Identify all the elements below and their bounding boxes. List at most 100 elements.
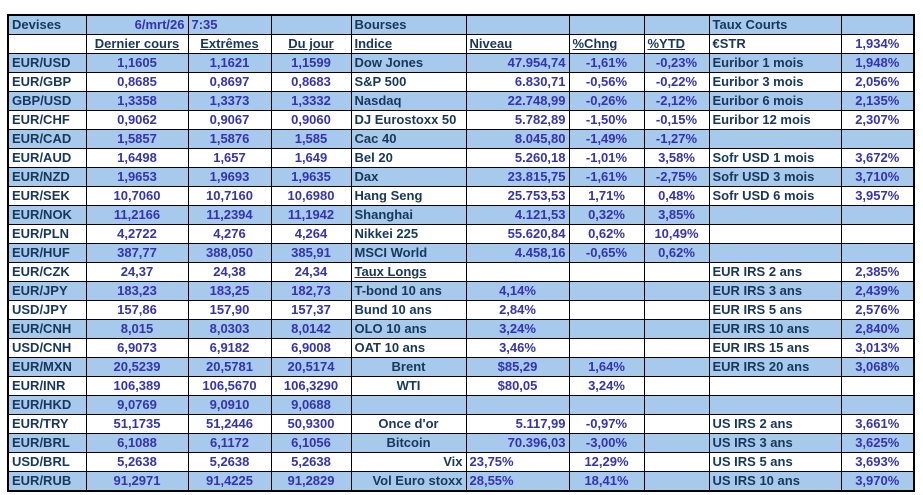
asset-label: Bitcoin (350, 433, 467, 453)
fx-last-cell: 1,6498 (85, 148, 189, 168)
fx-dujour-cell: 1,9635 (270, 167, 352, 187)
asset-value-cell: 28,55% (465, 471, 570, 492)
fx-pair-label: EUR/NOK (7, 205, 87, 225)
table-row: EUR/INR 106,389 106,5670 106,3290 WTI $80,05 3… (7, 376, 915, 396)
fx-extreme-cell: 24,38 (187, 262, 272, 282)
index-label: Dow Jones (350, 53, 467, 73)
index-level-cell: 22.748,99 (465, 91, 570, 111)
rate-value-cell: 2,307% (840, 110, 915, 130)
rate-label: EUR IRS 5 ans (708, 300, 842, 320)
fx-extreme-cell: 11,2394 (187, 205, 272, 225)
fx-dujour-cell: 106,3290 (270, 376, 352, 396)
fx-extreme-cell: 6,1172 (187, 433, 272, 453)
asset-label: Once d'or (350, 414, 467, 434)
empty-cell (840, 205, 915, 225)
table-row: EUR/RUB 91,2971 91,4225 91,2829 Vol Euro sto… (7, 471, 915, 492)
fx-last-cell: 183,23 (85, 281, 189, 301)
index-ytd-cell: 3,58% (643, 148, 710, 168)
rate-value-cell: 3,661% (840, 414, 915, 434)
fx-pair-label: EUR/MXN (7, 357, 87, 377)
rate-label: EUR IRS 20 ans (708, 357, 842, 377)
fx-dujour-cell: 1,649 (270, 148, 352, 168)
table-row: EUR/AUD 1,6498 1,657 1,649 Bel 20 5.260,18 -1,… (7, 148, 915, 168)
fx-pair-label: EUR/HKD (7, 395, 87, 415)
fx-dujour-cell: 4,264 (270, 224, 352, 244)
rate-value-cell: 2,439% (840, 281, 915, 301)
index-chng-cell: -1,61% (568, 53, 645, 73)
fx-extreme-cell: 1,657 (187, 148, 272, 168)
rate-label: Euribor 6 mois (708, 91, 842, 111)
table-row: EUR/CZK 24,37 24,38 24,34 Taux Longs EUR IRS … (7, 262, 915, 282)
column-header-indice: Indice (350, 34, 467, 54)
index-chng-cell: -1,49% (568, 129, 645, 149)
report-date: 6/mrt/26 (85, 14, 189, 35)
fx-dujour-cell: 0,8683 (270, 72, 352, 92)
fx-last-cell: 4,2722 (85, 224, 189, 244)
rate-label: Euribor 3 mois (708, 72, 842, 92)
rate-label: US IRS 5 ans (708, 452, 842, 472)
empty-cell (568, 395, 645, 415)
rate-value-cell: 2,576% (840, 300, 915, 320)
index-label: Nasdaq (350, 91, 467, 111)
asset-chng-cell: 18,41% (568, 471, 645, 492)
bond-yield-cell: 2,84% (465, 300, 570, 320)
fx-last-cell: 51,1735 (85, 414, 189, 434)
table-row: EUR/USD 1,1605 1,1621 1,1599 Dow Jones 47.954… (7, 53, 915, 73)
fx-dujour-cell: 11,1942 (270, 205, 352, 225)
empty-cell (708, 129, 842, 149)
fx-dujour-cell: 91,2829 (270, 471, 352, 492)
empty-cell (708, 243, 842, 263)
index-level-cell: 25.753,53 (465, 186, 570, 206)
index-level-cell: 23.815,75 (465, 167, 570, 187)
fx-last-cell: 1,5857 (85, 129, 189, 149)
table-row: USD/BRL 5,2638 5,2638 5,2638 Vix 23,75% 12,29%… (7, 452, 915, 472)
fx-last-cell: 20,5239 (85, 357, 189, 377)
table-row: EUR/BRL 6,1088 6,1172 6,1056 Bitcoin 70.396,0… (7, 433, 915, 453)
index-level-cell: 8.045,80 (465, 129, 570, 149)
bond-yield-cell: 4,14% (465, 281, 570, 301)
fx-extreme-cell: 183,25 (187, 281, 272, 301)
fx-extreme-cell: 6,9182 (187, 338, 272, 358)
index-chng-cell: 0,32% (568, 205, 645, 225)
table-row: EUR/GBP 0,8685 0,8697 0,8683 S&P 500 6.830,71… (7, 72, 915, 92)
commodity-price-cell: $80,05 (465, 376, 570, 396)
table-row: EUR/CNH 8,015 8,0303 8,0142 OLO 10 ans 3,24% E… (7, 319, 915, 339)
index-ytd-cell: -2,75% (643, 167, 710, 187)
fx-dujour-cell: 1,3332 (270, 91, 352, 111)
fx-extreme-cell: 106,5670 (187, 376, 272, 396)
fx-dujour-cell: 0,9060 (270, 110, 352, 130)
rate-value-cell: 3,068% (840, 357, 915, 377)
commodity-label: Brent (350, 357, 467, 377)
empty-cell (643, 262, 710, 282)
commodity-chng-cell: 1,64% (568, 357, 645, 377)
report-time: 7:35 (187, 14, 272, 35)
fx-last-cell: 6,1088 (85, 433, 189, 453)
fx-pair-label: USD/BRL (7, 452, 87, 472)
rate-label: US IRS 2 ans (708, 414, 842, 434)
table-row: Devises 6/mrt/26 7:35 Bourses Taux Courts (7, 14, 915, 35)
asset-value-cell: 70.396,03 (465, 433, 570, 453)
empty-cell (643, 319, 710, 339)
index-level-cell: 4.121,53 (465, 205, 570, 225)
fx-dujour-cell: 9,0688 (270, 395, 352, 415)
fx-extreme-cell: 20,5781 (187, 357, 272, 377)
rate-value-cell: 2,840% (840, 319, 915, 339)
fx-last-cell: 8,015 (85, 319, 189, 339)
fx-pair-label: EUR/INR (7, 376, 87, 396)
table-row: EUR/JPY 183,23 183,25 182,73 T-bond 10 ans 4,… (7, 281, 915, 301)
fx-extreme-cell: 9,0910 (187, 395, 272, 415)
rate-value-cell: 3,625% (840, 433, 915, 453)
section-title-taux-courts: Taux Courts (708, 14, 842, 35)
empty-cell (840, 395, 915, 415)
fx-extreme-cell: 1,3373 (187, 91, 272, 111)
empty-cell (568, 300, 645, 320)
fx-pair-label: EUR/JPY (7, 281, 87, 301)
fx-dujour-cell: 6,1056 (270, 433, 352, 453)
fx-extreme-cell: 0,8697 (187, 72, 272, 92)
table-row: EUR/HUF 387,77 388,050 385,91 MSCI World 4.45… (7, 243, 915, 263)
fx-dujour-cell: 50,9300 (270, 414, 352, 434)
asset-value-cell: 23,75% (465, 452, 570, 472)
index-label: DJ Eurostoxx 50 (350, 110, 467, 130)
empty-cell (643, 300, 710, 320)
index-label: Hang Seng (350, 186, 467, 206)
